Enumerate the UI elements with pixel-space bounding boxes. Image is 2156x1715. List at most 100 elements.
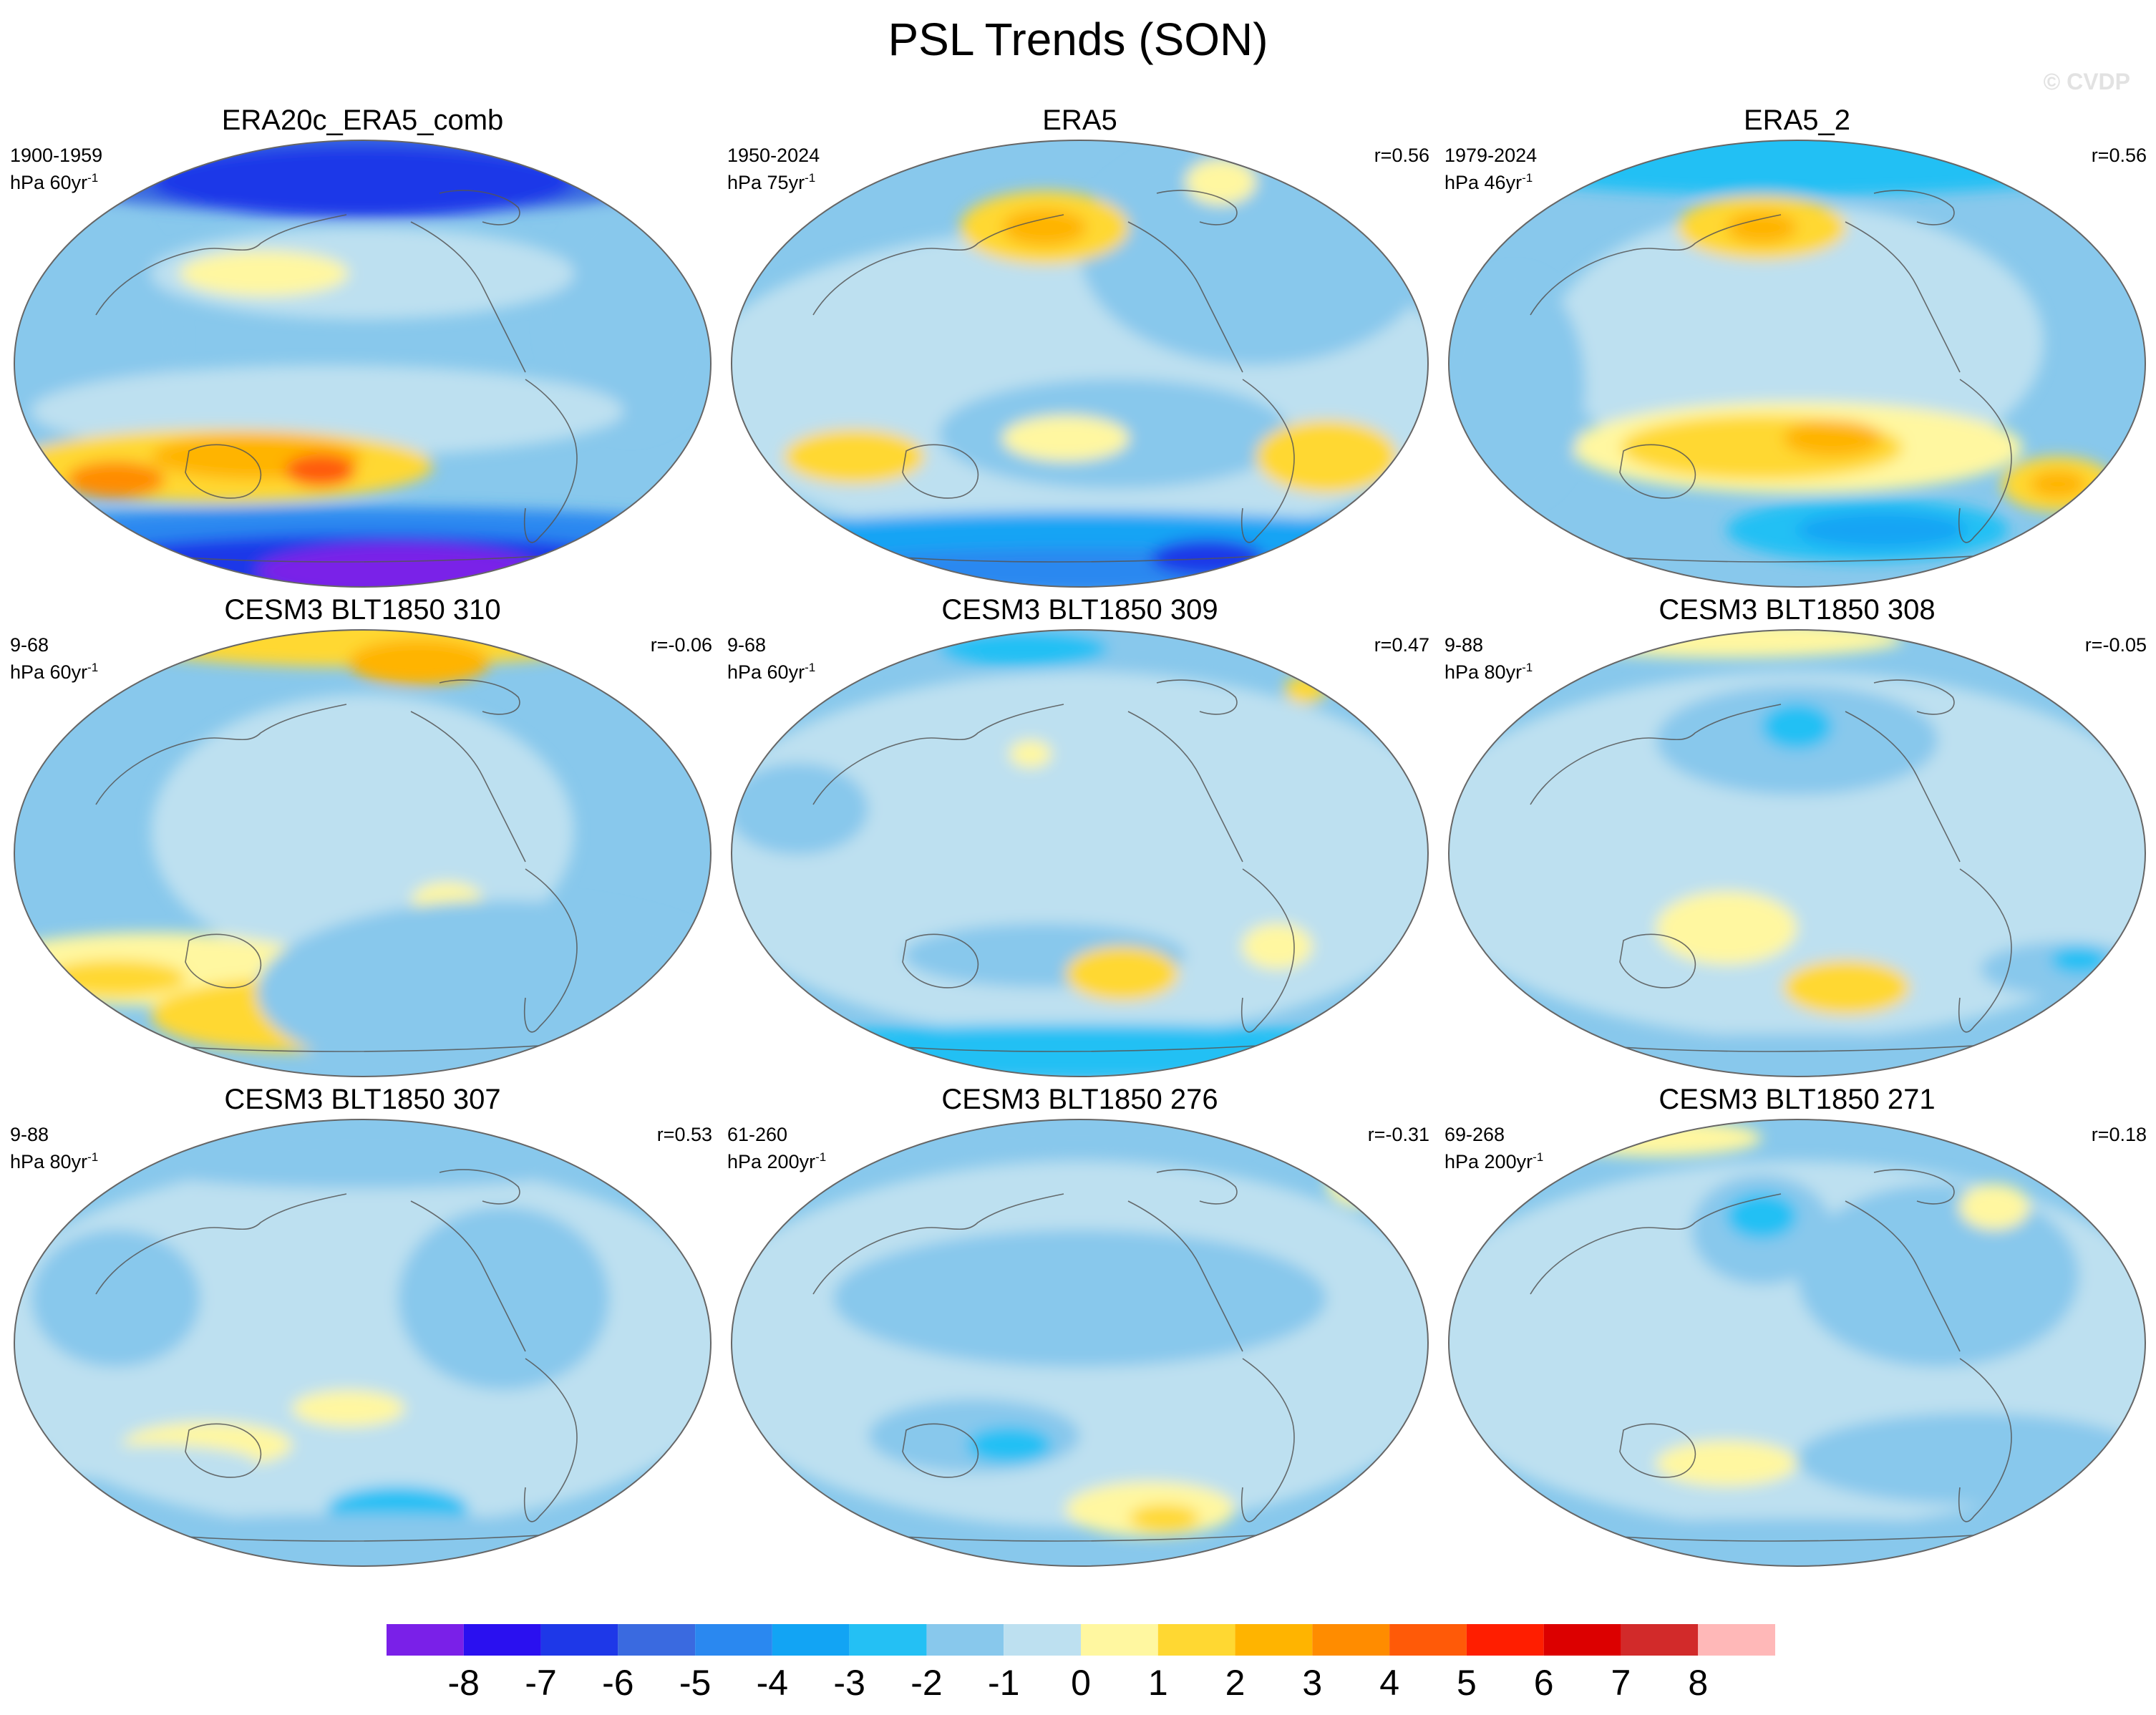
map-outline <box>14 1119 712 1567</box>
coastline-path <box>902 1423 979 1478</box>
colorbar-swatch <box>1004 1624 1081 1656</box>
panel-years: 9-68 <box>10 634 49 656</box>
coastline-path <box>410 1200 526 1352</box>
coastline-path <box>902 933 979 988</box>
coastline-path <box>523 1358 578 1522</box>
panel-years: 9-88 <box>1444 634 1484 656</box>
coastline-path <box>1958 868 2012 1033</box>
coastlines <box>1530 1169 2046 1542</box>
panel-units: hPa 75yr-1 <box>727 166 815 195</box>
trend-contour <box>1150 539 1263 576</box>
coastline-path <box>1127 221 1243 373</box>
colorbar-tick-label: -3 <box>833 1663 865 1703</box>
trend-contour <box>1002 415 1130 462</box>
colorbar-swatch <box>1466 1624 1544 1656</box>
colorbar-swatch <box>849 1624 927 1656</box>
coastline-path <box>410 221 526 373</box>
trend-contour <box>1782 960 1910 1015</box>
panel-units-exp: -1 <box>805 661 816 674</box>
colorbar-tick-label: 5 <box>1456 1663 1477 1703</box>
trend-contour <box>1065 946 1179 1001</box>
colorbar-swatch <box>463 1624 541 1656</box>
trend-contour <box>1129 1505 1200 1532</box>
colorbar-tick-label: -8 <box>447 1663 480 1703</box>
panel-correlation: r=0.56 <box>2091 145 2147 166</box>
colorbar-swatch <box>695 1624 772 1656</box>
trend-contour <box>151 145 574 219</box>
coastline-path <box>1845 221 1961 373</box>
panel-units-exp: -1 <box>1533 1150 1544 1164</box>
map-outline <box>14 140 712 588</box>
panel-units: hPa 200yr-1 <box>727 1145 826 1174</box>
trend-contour <box>1656 1440 1797 1487</box>
coastline-path <box>1240 379 1295 543</box>
panel-units-base: hPa 80yr <box>10 1151 88 1172</box>
coastline-path <box>812 214 1064 316</box>
trend-contour <box>1762 703 1832 749</box>
coastline-path <box>1156 1169 1238 1205</box>
map-plot <box>14 629 712 1077</box>
map-outline <box>731 140 1429 588</box>
panel-units-base: hPa 80yr <box>1444 661 1523 683</box>
trend-contour <box>1284 676 1327 704</box>
coastline-path <box>185 444 262 499</box>
trend-contour <box>66 461 165 498</box>
trend-contour <box>1009 740 1052 768</box>
colorbar-tick-label: 1 <box>1147 1663 1168 1703</box>
coastline-path <box>185 1423 262 1478</box>
cvdp-watermark: © CVDP <box>2043 69 2130 94</box>
colorbar-swatch <box>618 1624 696 1656</box>
trend-contour <box>1727 211 1797 244</box>
coastline-path <box>439 1169 520 1205</box>
panel-correlation: r=0.56 <box>1374 145 1429 166</box>
colorbar-swatch <box>540 1624 618 1656</box>
trend-contour <box>938 630 1108 667</box>
panel-title: CESM3 BLT1850 271 <box>1659 1084 1936 1115</box>
trend-contour <box>1449 140 2145 196</box>
trend-contour <box>397 1207 610 1390</box>
trend-contour <box>1449 671 2145 1038</box>
coastline-path <box>95 1193 347 1295</box>
colorbar-tick-label: 0 <box>1071 1663 1091 1703</box>
coastline-path <box>185 933 262 988</box>
map-panel: ERA5 1950-2024 hPa 75yr-1 r=0.56 <box>727 105 1432 588</box>
trend-contour <box>151 228 574 319</box>
map-panel: CESM3 BLT1850 307 9-88 hPa 80yr-1 r=0.53 <box>10 1084 715 1567</box>
panel-units-base: hPa 60yr <box>10 172 88 193</box>
panel-units: hPa 200yr-1 <box>1444 1145 1543 1174</box>
panel-years: 61-260 <box>727 1124 788 1145</box>
panel-correlation: r=0.47 <box>1374 634 1429 656</box>
coastline-path <box>1873 1169 1955 1205</box>
coastline-path <box>1156 190 1238 225</box>
trend-contour <box>292 1390 405 1427</box>
trend-contour <box>966 1427 1052 1464</box>
panel-units-base: hPa 75yr <box>727 172 805 193</box>
panel-title: CESM3 BLT1850 308 <box>1659 594 1936 626</box>
panel-units-base: hPa 200yr <box>1444 1151 1533 1172</box>
panel-units-exp: -1 <box>805 171 816 185</box>
map-panel: ERA5_2 1979-2024 hPa 46yr-1 r=0.56 <box>1444 105 2150 588</box>
coastline-path <box>523 868 578 1033</box>
coastline-path <box>1619 933 1696 988</box>
coastlines <box>1530 190 2046 563</box>
panel-units-base: hPa 46yr <box>1444 172 1523 193</box>
colorbar-tick-label: 8 <box>1688 1663 1709 1703</box>
map-panel: CESM3 BLT1850 271 69-268 hPa 200yr-1 r=0… <box>1444 1084 2150 1567</box>
panel-units-base: hPa 60yr <box>10 661 88 683</box>
coastline-path <box>1156 679 1238 715</box>
panel-correlation: r=0.53 <box>656 1124 712 1145</box>
coastline-path <box>1845 711 1961 863</box>
colorbar-swatch <box>1621 1624 1699 1656</box>
coastline-path <box>1240 868 1295 1033</box>
panel-title: ERA5_2 <box>1744 105 1850 136</box>
colorbar-swatch <box>1543 1624 1621 1656</box>
panel-units-base: hPa 60yr <box>727 661 805 683</box>
panel-units-exp: -1 <box>1522 171 1533 185</box>
trend-contour <box>115 1133 610 1189</box>
colorbar <box>387 1624 1775 1656</box>
map-plot <box>14 1119 712 1567</box>
trend-contour <box>285 454 356 487</box>
colorbar-swatch <box>1157 1624 1235 1656</box>
trend-contour <box>1656 891 1797 965</box>
